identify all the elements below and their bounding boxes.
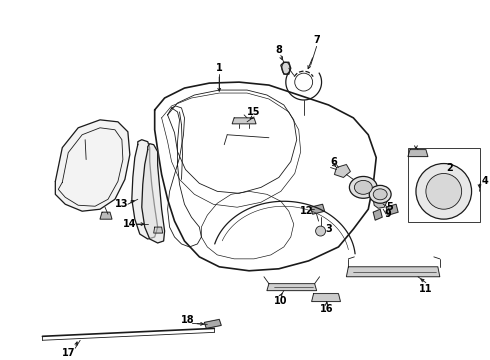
Polygon shape xyxy=(408,150,428,157)
Bar xyxy=(408,148,480,222)
Text: 1: 1 xyxy=(216,63,222,73)
Circle shape xyxy=(316,226,325,236)
Text: 2: 2 xyxy=(446,162,453,172)
Polygon shape xyxy=(132,140,158,239)
Text: 14: 14 xyxy=(123,219,137,229)
Polygon shape xyxy=(335,165,350,177)
Text: 17: 17 xyxy=(62,348,75,358)
Text: 18: 18 xyxy=(181,315,194,325)
Text: 16: 16 xyxy=(320,303,333,314)
Circle shape xyxy=(295,73,313,91)
Polygon shape xyxy=(154,227,163,233)
Polygon shape xyxy=(204,319,221,328)
Polygon shape xyxy=(373,194,387,208)
Polygon shape xyxy=(55,120,130,211)
Text: 15: 15 xyxy=(247,107,261,117)
Ellipse shape xyxy=(369,185,391,203)
Text: 5: 5 xyxy=(387,202,393,212)
Text: 9: 9 xyxy=(385,209,392,219)
Polygon shape xyxy=(232,118,256,124)
Polygon shape xyxy=(142,144,165,243)
Polygon shape xyxy=(373,209,382,220)
Text: 10: 10 xyxy=(274,296,288,306)
Text: 8: 8 xyxy=(275,45,282,55)
Polygon shape xyxy=(100,212,112,219)
Text: 4: 4 xyxy=(482,176,489,186)
Polygon shape xyxy=(386,204,398,215)
Circle shape xyxy=(416,163,471,219)
Polygon shape xyxy=(311,204,324,214)
Text: 6: 6 xyxy=(330,157,337,167)
Text: 11: 11 xyxy=(419,284,433,294)
Text: 12: 12 xyxy=(300,206,314,216)
Text: 13: 13 xyxy=(115,199,129,209)
Ellipse shape xyxy=(354,180,372,194)
Text: 7: 7 xyxy=(313,35,320,45)
Polygon shape xyxy=(267,284,317,291)
Ellipse shape xyxy=(373,189,387,200)
Polygon shape xyxy=(281,62,291,74)
Text: 3: 3 xyxy=(325,224,332,234)
Ellipse shape xyxy=(349,176,377,198)
Polygon shape xyxy=(312,294,341,302)
Polygon shape xyxy=(346,267,440,277)
Circle shape xyxy=(426,174,462,209)
